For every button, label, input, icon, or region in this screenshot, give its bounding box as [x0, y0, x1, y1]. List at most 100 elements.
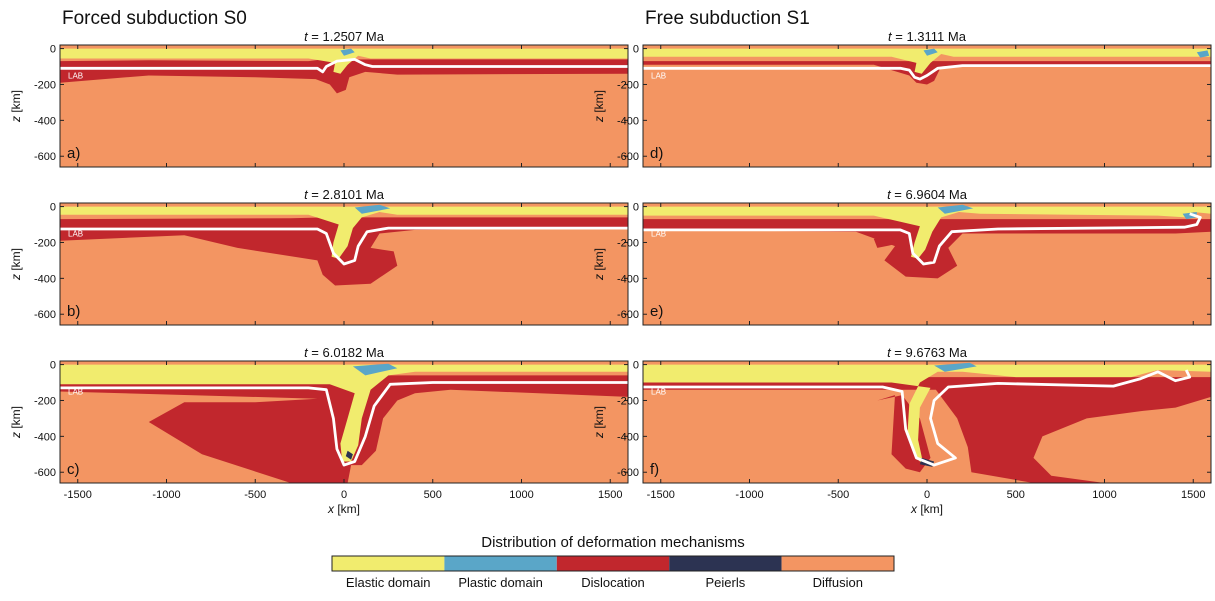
y-tick-label: -600	[34, 309, 56, 321]
x-tick-label: -1500	[64, 489, 92, 501]
panel-label: e)	[650, 303, 663, 320]
panel-a: LAB a) t = 1.2507 Ma 0 -200 -400 -600 z [km]	[9, 29, 629, 168]
x-tick-label: -1500	[647, 489, 675, 501]
x-tick-label: -1000	[735, 489, 763, 501]
elastic-region	[643, 48, 1211, 74]
legend-label: Dislocation	[581, 575, 645, 590]
y-tick-label: -400	[34, 273, 56, 285]
panel-field	[60, 361, 628, 483]
lab-contour	[60, 58, 628, 74]
lab-contour	[643, 212, 1202, 266]
x-tick-label: 1000	[509, 489, 533, 501]
column-title-forced: Forced subduction S0	[62, 8, 247, 29]
x-tick-label: 500	[424, 489, 442, 501]
dislocation-region	[873, 235, 895, 248]
y-axis-label: z [km]	[592, 248, 606, 281]
panel-c: LAB c) t = 6.0182 Ma 0 -200 -400 -600 z [km] -15…	[9, 345, 629, 516]
y-tick-label: -400	[34, 431, 56, 443]
x-tick-label: 0	[341, 489, 347, 501]
panel-time: t = 2.8101 Ma	[304, 187, 385, 202]
panel-f: LAB f) t = 9.6763 Ma 0 -200 -400 -600 z [km] -15…	[592, 345, 1212, 516]
panel-time: t = 1.2507 Ma	[304, 29, 385, 44]
panel-e: LAB e) t = 6.9604 Ma 0 -200 -400 -600 z [km]	[592, 187, 1212, 326]
dislocation-region	[643, 219, 1211, 279]
legend-label: Diffusion	[813, 575, 863, 590]
y-tick-label: -600	[617, 309, 639, 321]
y-tick-label: -200	[617, 79, 639, 91]
lab-label: LAB	[651, 388, 666, 397]
dislocation-region	[643, 377, 1211, 483]
x-tick-label: 1500	[1181, 489, 1205, 501]
legend-label: Plastic domain	[458, 575, 543, 590]
x-axis-label: x [km]	[327, 502, 360, 516]
y-tick-label: 0	[633, 360, 639, 372]
plastic-region	[1196, 50, 1210, 58]
lab-label: LAB	[651, 230, 666, 239]
lab-contour	[60, 226, 628, 266]
y-tick-label: -600	[617, 467, 639, 479]
x-tick-label: 1500	[598, 489, 622, 501]
legend-swatch-elastic-domain	[332, 556, 445, 571]
x-tick-label: 500	[1007, 489, 1025, 501]
panel-label: c)	[67, 461, 80, 478]
y-tick-label: -200	[34, 237, 56, 249]
legend-label: Peierls	[706, 575, 746, 590]
y-tick-label: -400	[34, 115, 56, 127]
elastic-region	[643, 364, 1211, 466]
dislocation-region	[60, 217, 628, 286]
x-tick-label: -1000	[152, 489, 180, 501]
panel-field	[643, 361, 1211, 483]
elastic-region	[60, 206, 628, 259]
x-tick-label: 1000	[1092, 489, 1116, 501]
dislocation-region	[643, 61, 1211, 85]
y-axis-label: z [km]	[592, 406, 606, 439]
lab-contour	[643, 64, 1211, 81]
plastic-region	[937, 204, 974, 214]
y-tick-label: -600	[34, 467, 56, 479]
plastic-region	[934, 362, 977, 372]
legend-frame	[331, 555, 895, 572]
panel-field	[643, 203, 1211, 325]
legend-title: Distribution of deformation mechanisms	[481, 534, 744, 551]
x-tick-label: -500	[244, 489, 266, 501]
lab-label: LAB	[68, 388, 83, 397]
y-tick-label: -200	[34, 395, 56, 407]
y-axis-label: z [km]	[9, 248, 23, 281]
panel-field	[60, 45, 628, 167]
legend-label: Elastic domain	[346, 575, 431, 590]
panel-time: t = 6.0182 Ma	[304, 345, 385, 360]
elastic-region	[643, 206, 1211, 259]
y-tick-label: 0	[50, 202, 56, 214]
x-tick-label: -500	[827, 489, 849, 501]
legend-swatch-peierls	[669, 556, 782, 571]
column-title-free: Free subduction S1	[645, 8, 810, 29]
lab-label: LAB	[651, 72, 666, 81]
y-tick-label: -600	[617, 151, 639, 163]
panel-time: t = 9.6763 Ma	[887, 345, 968, 360]
panel-time: t = 6.9604 Ma	[887, 187, 968, 202]
panel-label: b)	[67, 303, 80, 320]
y-tick-label: -200	[617, 395, 639, 407]
panel-field	[60, 203, 628, 325]
y-tick-label: -200	[34, 79, 56, 91]
panel-field	[643, 45, 1211, 167]
plastic-region	[340, 48, 355, 56]
elastic-region	[60, 364, 628, 462]
legend-swatch-plastic-domain	[444, 556, 557, 571]
y-tick-label: 0	[633, 44, 639, 56]
panel-time: t = 1.3111 Ma	[888, 29, 967, 44]
peierls-region	[345, 450, 353, 460]
plastic-region	[923, 48, 938, 56]
y-tick-label: 0	[50, 360, 56, 372]
y-tick-label: 0	[50, 44, 56, 56]
dislocation-region	[60, 375, 628, 483]
legend: Distribution of deformation mechanisms E…	[331, 534, 895, 590]
x-tick-label: 0	[924, 489, 930, 501]
panel-label: d)	[650, 145, 663, 162]
plastic-region	[352, 363, 398, 376]
y-axis-label: z [km]	[9, 406, 23, 439]
y-tick-label: -400	[617, 431, 639, 443]
y-axis-label: z [km]	[592, 90, 606, 123]
